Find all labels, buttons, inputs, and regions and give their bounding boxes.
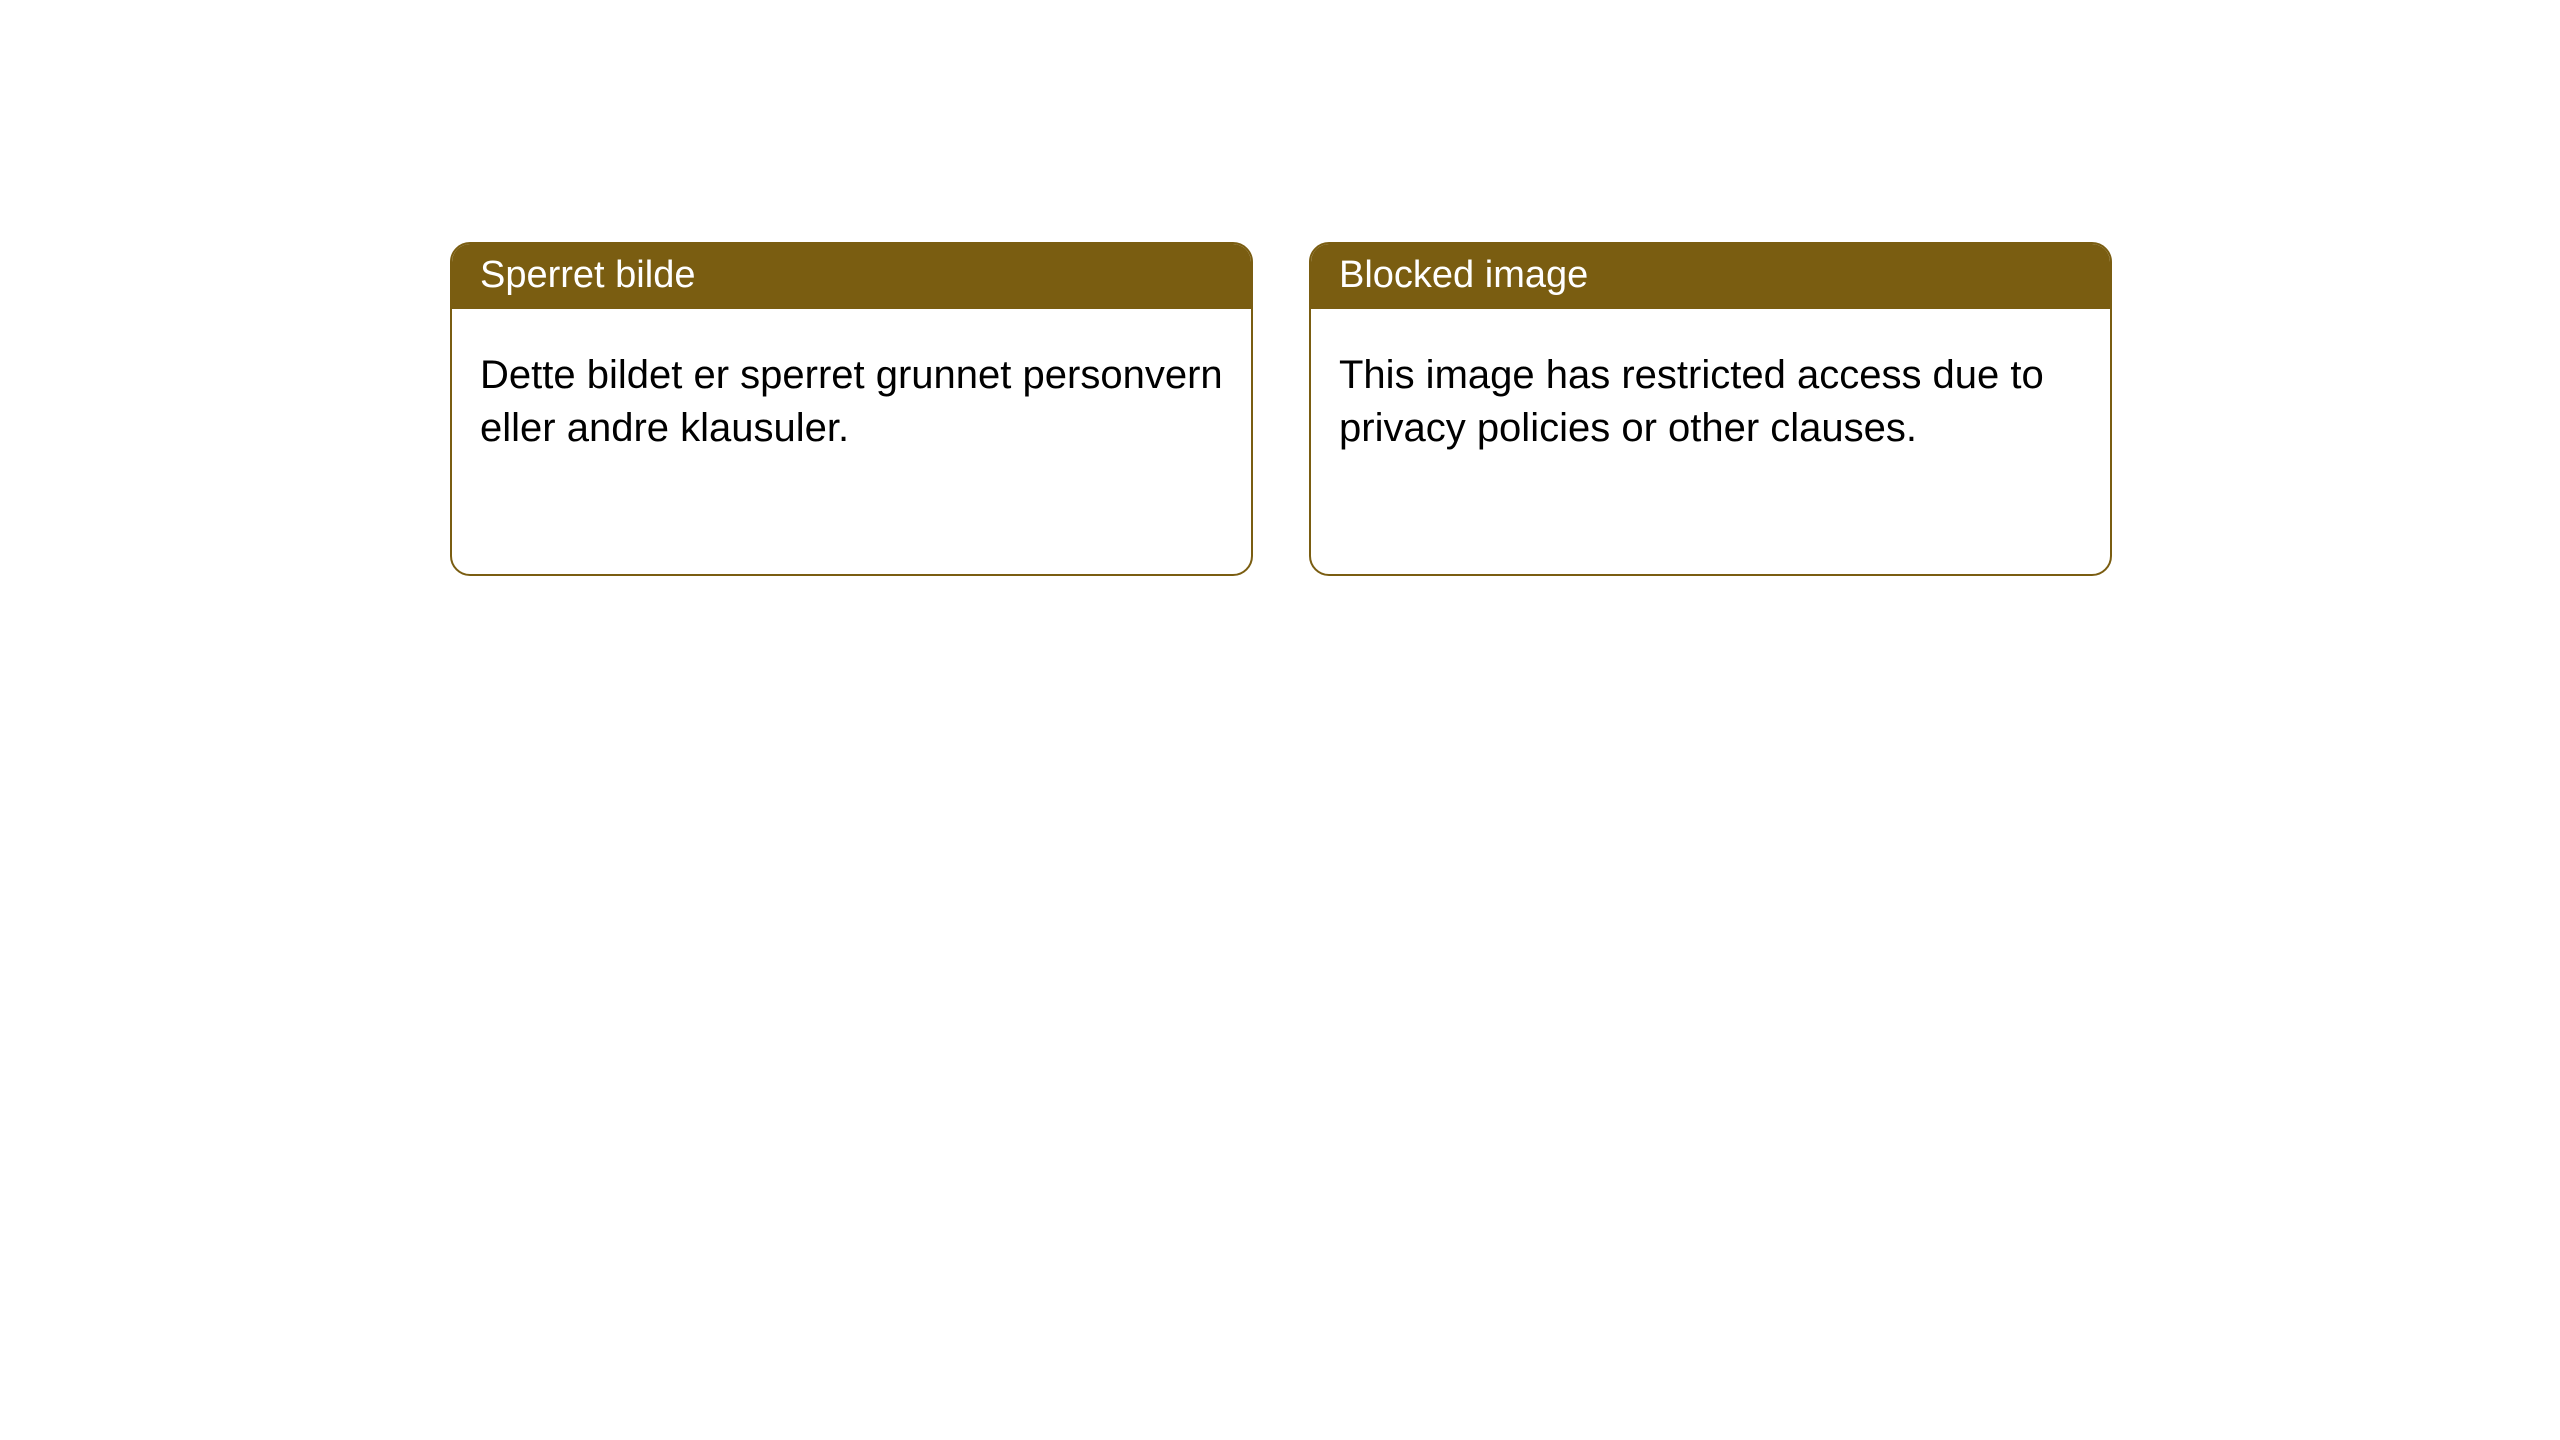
card-title-en: Blocked image [1339,254,1588,296]
card-body-no: Dette bildet er sperret grunnet personve… [452,309,1251,483]
blocked-image-card-no: Sperret bilde Dette bildet er sperret gr… [450,242,1253,576]
card-text-en: This image has restricted access due to … [1339,353,2044,450]
card-title-no: Sperret bilde [480,254,695,296]
card-header-no: Sperret bilde [452,244,1251,309]
card-text-no: Dette bildet er sperret grunnet personve… [480,353,1223,450]
notice-container: Sperret bilde Dette bildet er sperret gr… [0,0,2560,576]
card-body-en: This image has restricted access due to … [1311,309,2110,483]
blocked-image-card-en: Blocked image This image has restricted … [1309,242,2112,576]
card-header-en: Blocked image [1311,244,2110,309]
